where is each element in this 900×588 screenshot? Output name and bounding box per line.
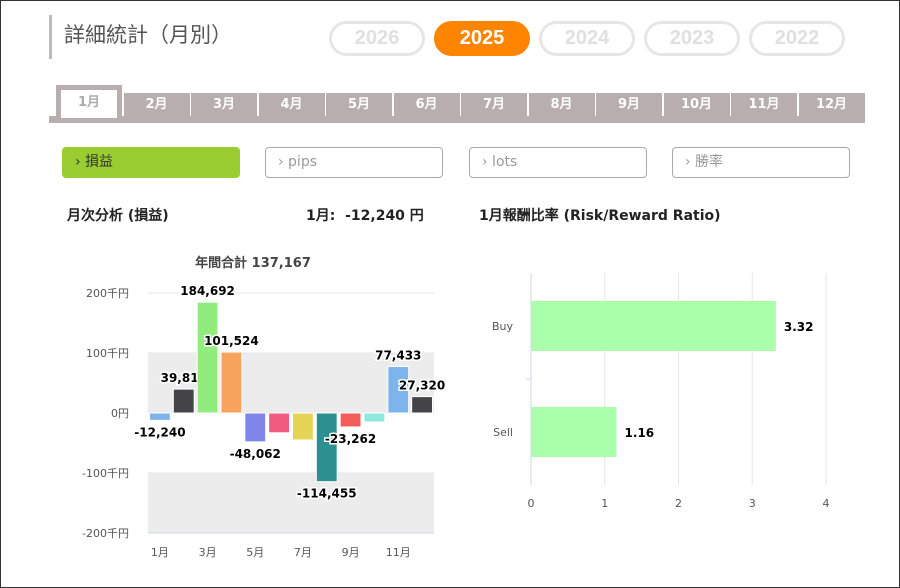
tab-month-6[interactable]: 6月 bbox=[393, 93, 460, 117]
data-label: -114,455 bbox=[297, 487, 357, 501]
bar-12月 bbox=[411, 396, 433, 414]
bar-4月 bbox=[220, 351, 243, 414]
bar-11月 bbox=[387, 366, 410, 414]
data-label: 1.16 bbox=[625, 426, 655, 440]
tab-month-3[interactable]: 3月 bbox=[191, 93, 257, 117]
monthly-profit-chart: 年間合計 137,167 200千円 100千円 0円 -100千円 -200千円 -12,… bbox=[82, 255, 447, 559]
tab-month-9[interactable]: 9月 bbox=[596, 93, 662, 117]
bar-1月 bbox=[149, 412, 171, 421]
year-2023[interactable]: 2023 bbox=[644, 21, 740, 56]
tab-month-5[interactable]: 5月 bbox=[326, 93, 392, 117]
rr-ratio-title: 1月報酬比率 (Risk/Reward Ratio) bbox=[479, 208, 721, 224]
tab-month-12[interactable]: 12月 bbox=[798, 93, 865, 117]
y-tick-label: 200千円 bbox=[86, 287, 129, 300]
bar-2月 bbox=[172, 388, 195, 414]
x-tick-label: 0 bbox=[528, 497, 535, 510]
y-tick-label: -200千円 bbox=[82, 527, 129, 540]
year-selector: 2026 2025 2024 2023 2022 bbox=[329, 21, 845, 56]
x-tick-label: 1月 bbox=[151, 546, 169, 559]
y-tick-label: 100千円 bbox=[86, 347, 129, 360]
tab-month-10[interactable]: 10月 bbox=[663, 93, 730, 117]
x-tick-label: 3月 bbox=[199, 546, 217, 559]
metric-profit-button[interactable]: › 損益 bbox=[62, 147, 240, 178]
x-tick-label: 4 bbox=[823, 497, 830, 510]
bar-5月 bbox=[244, 412, 267, 443]
y-tick-label: 0円 bbox=[111, 407, 129, 420]
data-label: 77,433 bbox=[375, 349, 421, 363]
y-tick-label: -100千円 bbox=[82, 467, 129, 480]
data-label: -12,240 bbox=[134, 425, 185, 439]
tab-month-2[interactable]: 2月 bbox=[123, 93, 190, 117]
bar-10月 bbox=[363, 412, 386, 423]
bar-Sell bbox=[531, 407, 617, 457]
metric-lots-button[interactable]: › lots bbox=[469, 147, 647, 178]
x-tick-label: 2 bbox=[675, 497, 682, 510]
x-tick-label: 11月 bbox=[386, 546, 411, 559]
bar-7月 bbox=[292, 412, 314, 441]
data-label: -23,262 bbox=[325, 432, 376, 446]
tab-month-8[interactable]: 8月 bbox=[528, 93, 595, 117]
data-label: 184,692 bbox=[180, 284, 235, 298]
plot-band bbox=[148, 473, 434, 533]
monthly-analysis-title: 月次分析 (損益) bbox=[67, 208, 169, 224]
data-label: 39,816 bbox=[161, 371, 207, 385]
data-label: -48,062 bbox=[230, 447, 281, 461]
data-label: 101,524 bbox=[204, 334, 259, 348]
year-2024[interactable]: 2024 bbox=[539, 21, 635, 56]
tab-month-11[interactable]: 11月 bbox=[731, 93, 797, 117]
tab-month-7[interactable]: 7月 bbox=[461, 93, 527, 117]
bar-9月 bbox=[339, 412, 362, 428]
x-tick-label: 7月 bbox=[294, 546, 312, 559]
rr-ratio-chart: 0 1 2 3 4 Buy 3.32 Sell 1.16 bbox=[492, 273, 830, 510]
x-tick-label: 9月 bbox=[342, 546, 360, 559]
plot-band bbox=[148, 353, 434, 413]
tab-month-4[interactable]: 4月 bbox=[258, 93, 325, 117]
bar-6月 bbox=[268, 412, 290, 434]
bar-Buy bbox=[531, 301, 776, 351]
year-2025[interactable]: 2025 bbox=[434, 21, 530, 56]
category-label: Buy bbox=[492, 320, 514, 333]
x-tick-label: 3 bbox=[749, 497, 756, 510]
x-tick-label: 1 bbox=[601, 497, 608, 510]
tab-month-1[interactable]: 1月 bbox=[56, 85, 122, 118]
x-tick-label: 5月 bbox=[246, 546, 264, 559]
month-summary: 1月: -12,240 円 bbox=[306, 208, 424, 224]
bar-8月 bbox=[315, 412, 338, 483]
chart-title: 年間合計 137,167 bbox=[195, 255, 311, 271]
metric-pips-button[interactable]: › pips bbox=[265, 147, 443, 178]
data-label: 3.32 bbox=[784, 320, 814, 334]
bar-3月 bbox=[196, 301, 219, 414]
page-title: 詳細統計（月別） bbox=[49, 15, 232, 59]
data-label: 27,320 bbox=[399, 379, 445, 393]
month-tabs: 1月 2月 3月 4月 5月 6月 7月 8月 9月 10月 11月 12月 bbox=[49, 83, 865, 123]
metric-winrate-button[interactable]: › 勝率 bbox=[672, 147, 850, 178]
year-2022[interactable]: 2022 bbox=[749, 21, 845, 56]
year-2026[interactable]: 2026 bbox=[329, 21, 425, 56]
category-label: Sell bbox=[493, 426, 513, 439]
